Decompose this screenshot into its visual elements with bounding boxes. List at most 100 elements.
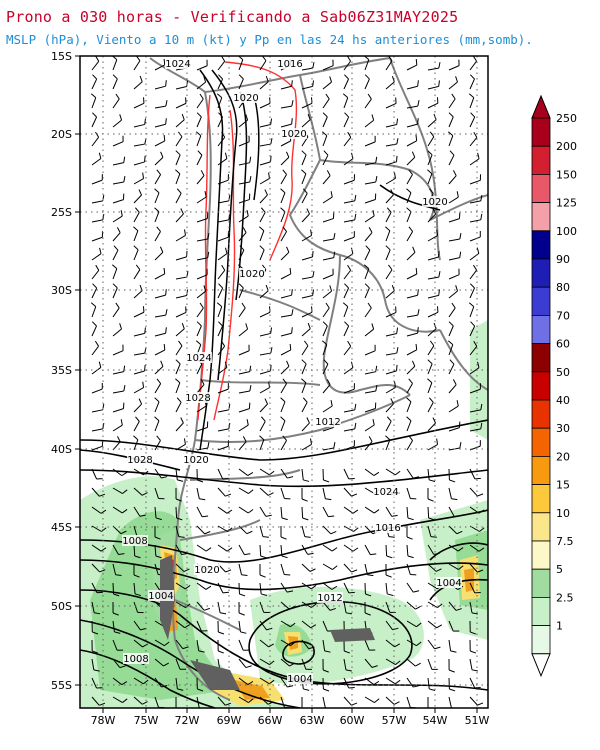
wind-barb [217, 525, 228, 532]
wind-barb [217, 388, 229, 394]
wind-barb [175, 154, 181, 166]
wind-barb [469, 563, 478, 573]
wind-barb [217, 200, 229, 204]
wind-barb [238, 141, 250, 147]
wind-barb [448, 135, 454, 147]
wind-barb [133, 696, 143, 705]
isobar-label: 1020 [233, 93, 258, 104]
wind-barb [133, 468, 144, 476]
wind-barb [280, 156, 290, 166]
wind-barb [154, 332, 166, 337]
wind-barb [259, 249, 265, 261]
wind-barb [385, 124, 397, 128]
wind-barb [91, 306, 97, 318]
wind-barb [427, 294, 439, 299]
wind-barb [91, 487, 100, 497]
wind-barb [154, 383, 162, 394]
wind-barb [238, 408, 250, 413]
wind-barb [259, 311, 271, 318]
wind-barb [133, 620, 141, 631]
wind-barb [238, 119, 248, 128]
wind-barb [280, 349, 291, 356]
wind-barb [385, 506, 393, 517]
wind-barb [259, 178, 270, 185]
wind-barb [154, 563, 159, 575]
wind-barb [364, 328, 374, 337]
wind-barb [280, 487, 285, 499]
wind-barb [238, 620, 241, 632]
wind-barb [364, 468, 375, 476]
wind-barb [385, 403, 394, 413]
legend-label: 250 [556, 112, 577, 125]
wind-barb [322, 218, 334, 223]
lat-label: 45S [51, 521, 72, 534]
wind-barb [385, 249, 391, 261]
wind-barb [364, 563, 368, 575]
wind-barb [427, 102, 439, 109]
wind-barb [175, 658, 181, 670]
isobar-label: 1024 [165, 59, 190, 70]
wind-barb [448, 325, 454, 337]
wind-barb [91, 601, 95, 613]
wind-barb [322, 696, 326, 708]
wind-barb [259, 123, 271, 128]
wind-barb [469, 219, 481, 223]
wind-barb [448, 98, 456, 109]
wind-barb [469, 428, 481, 432]
wind-barb [448, 257, 460, 261]
wind-barb [343, 658, 347, 670]
lat-label: 15S [51, 50, 72, 63]
wind-barb [217, 428, 229, 432]
wind-barb [175, 563, 185, 572]
wind-barb [427, 119, 437, 128]
wind-barb [343, 325, 350, 337]
wind-barb [427, 328, 437, 337]
wind-barb [385, 601, 391, 613]
wind-barb [133, 525, 138, 537]
wind-barb [364, 119, 374, 128]
wind-barb [154, 677, 162, 688]
wind-barb [385, 143, 397, 147]
wind-barb [91, 506, 102, 514]
lon-label: 63W [300, 714, 325, 727]
legend-label: 40 [556, 394, 570, 407]
wind-barb [133, 677, 144, 685]
wind-barb [196, 506, 203, 517]
wind-barb [217, 97, 223, 109]
wind-barb [217, 445, 229, 451]
lat-label: 50S [51, 600, 72, 613]
wind-barb [322, 274, 334, 280]
wind-barb [448, 384, 457, 394]
wind-barb [322, 582, 333, 590]
legend-label: 15 [556, 479, 570, 492]
wind-barb [217, 60, 226, 71]
wind-barb [343, 601, 347, 613]
wind-barb [385, 544, 388, 557]
wind-barb [133, 582, 136, 594]
wind-barb [175, 601, 186, 608]
wind-barb [133, 332, 145, 337]
wind-barb [112, 371, 124, 375]
wind-barb [133, 269, 141, 280]
wind-barb [196, 274, 208, 280]
wind-barb [385, 439, 391, 451]
wind-barb [259, 332, 271, 337]
wind-barb [448, 620, 454, 632]
wind-barb [343, 179, 355, 185]
wind-barb [217, 487, 226, 497]
wind-barb [91, 325, 97, 337]
wind-barb [301, 506, 304, 519]
wind-barb [364, 658, 373, 668]
isobar-labels: 1024 1016 1020 1020 1020 1020 1024 1028 1028 1020… [122, 58, 462, 685]
wind-barb [343, 409, 355, 413]
graticule [80, 56, 488, 708]
wind-barb [427, 525, 432, 537]
wind-barb [154, 273, 165, 280]
lon-label: 60W [340, 714, 365, 727]
wind-barb [343, 236, 355, 242]
wind-barb [154, 544, 157, 557]
wind-barb [91, 61, 100, 71]
wind-barb [196, 98, 204, 109]
wind-barb [427, 506, 430, 519]
